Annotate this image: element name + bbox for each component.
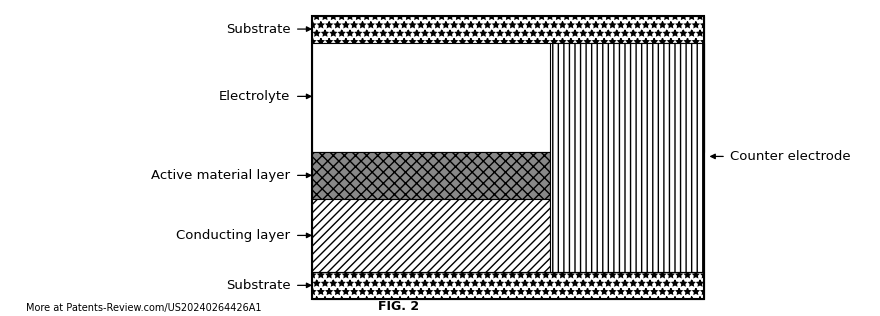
Bar xyxy=(312,152,550,199)
Text: Active material layer: Active material layer xyxy=(151,169,290,182)
Bar xyxy=(312,16,704,43)
Text: Substrate: Substrate xyxy=(226,279,290,292)
Text: FIG. 2: FIG. 2 xyxy=(378,300,420,313)
Text: Substrate: Substrate xyxy=(226,22,290,36)
Text: Counter electrode: Counter electrode xyxy=(730,150,851,163)
Text: Electrolyte: Electrolyte xyxy=(219,90,290,103)
Text: More at Patents-Review.com/US20240264426A1: More at Patents-Review.com/US20240264426… xyxy=(26,303,262,313)
Bar xyxy=(312,199,550,272)
Bar xyxy=(312,43,704,152)
Bar xyxy=(312,272,704,299)
Bar xyxy=(550,43,704,272)
Text: Conducting layer: Conducting layer xyxy=(176,229,290,242)
Bar xyxy=(312,16,704,299)
